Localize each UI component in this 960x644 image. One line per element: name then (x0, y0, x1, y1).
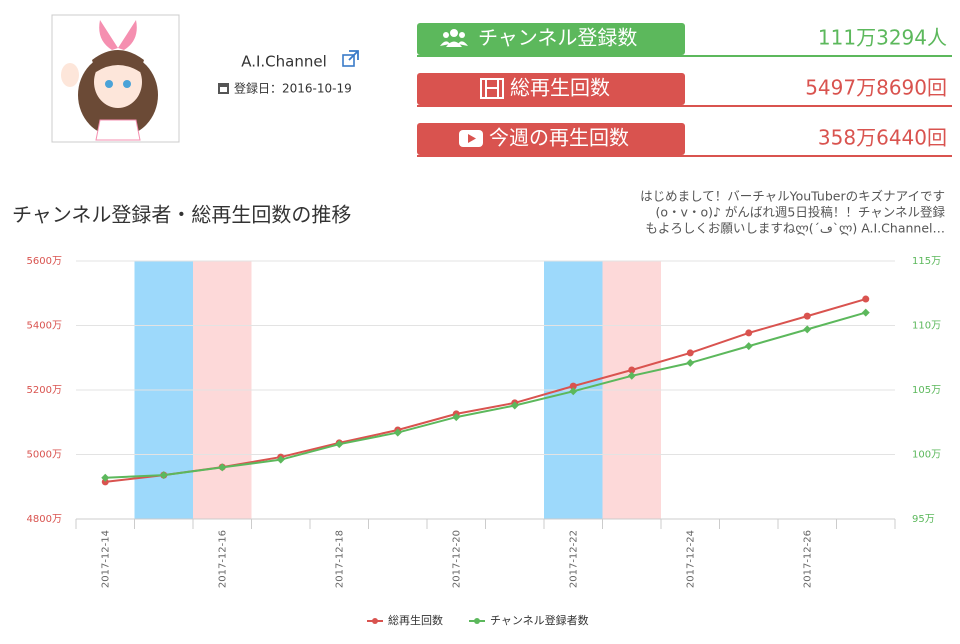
legend-marker (372, 618, 378, 624)
y2-tick-label: 100万 (912, 450, 941, 461)
point (159, 471, 168, 480)
point (218, 463, 227, 472)
legend-label: チャンネル登録者数 (490, 613, 589, 627)
x-tick-label: 2017-12-14 (100, 530, 111, 588)
point (393, 428, 402, 437)
description-line: はじめまして！バーチャルYouTuberのキズナアイです (640, 189, 945, 204)
stat-label: 総再生回数 (510, 76, 610, 100)
y2-tick-label: 105万 (912, 385, 941, 396)
y2-tick-label: 110万 (912, 321, 941, 332)
stat-label: チャンネル登録数 (478, 26, 637, 50)
plot: 4800万 5000万 5200万 5400万 5600万 95万 100万 105万 110万… (27, 256, 942, 627)
registered-date: 登録日：2016-10-19 (234, 81, 352, 96)
point (101, 473, 110, 482)
y-tick-label: 4800万 (27, 514, 62, 525)
y-tick-label: 5400万 (27, 321, 62, 332)
x-tick-label: 2017-12-20 (451, 530, 462, 588)
point (862, 295, 870, 303)
series-line (105, 311, 867, 479)
stat-weekly-views: 今週の再生回数 358万6440回 (417, 123, 952, 157)
y2-tick-label: 95万 (912, 514, 935, 525)
point (686, 349, 694, 357)
legend-marker (474, 618, 480, 624)
y-tick-label: 5600万 (27, 256, 62, 267)
avatar (51, 14, 180, 143)
point (627, 371, 636, 380)
point (803, 312, 811, 320)
point (510, 401, 519, 410)
description-line: (o・v・o)♪ がんばれ週5日投稿！！チャンネル登録 (656, 205, 946, 220)
y-tick-label: 5000万 (27, 450, 62, 461)
point (861, 308, 870, 317)
legend-label: 総再生回数 (388, 613, 443, 627)
point (745, 329, 753, 337)
x-tick-label: 2017-12-26 (802, 530, 813, 588)
x-tick-label: 2017-12-24 (685, 530, 696, 588)
stat-value: 5497万8690回 (805, 76, 947, 100)
stat-value: 111万3294人 (818, 26, 947, 50)
x-tick-label: 2017-12-16 (217, 530, 228, 588)
point (276, 455, 285, 464)
calendar-icon (218, 83, 229, 94)
point (101, 478, 109, 486)
point (452, 413, 461, 422)
point (686, 358, 695, 367)
point (569, 387, 578, 396)
stat-subscribers: チャンネル登録数 111万3294人 (417, 23, 952, 57)
point (744, 342, 753, 351)
x-tick-label: 2017-12-22 (568, 530, 579, 588)
stat-value: 358万6440回 (818, 126, 947, 150)
description-line: もよろしくお願いしますねლ(´ڡ`ლ) A.I.Channel… (645, 221, 945, 236)
x-tick-label: 2017-12-18 (334, 530, 345, 588)
point (335, 440, 344, 449)
point (569, 382, 577, 390)
chart-title: チャンネル登録者・総再生回数の推移 (12, 203, 351, 227)
stat-total-views: 総再生回数 5497万8690回 (417, 73, 952, 107)
point (803, 325, 812, 334)
point (628, 366, 636, 374)
y2-tick-label: 115万 (912, 256, 941, 267)
channel-name[interactable]: A.I.Channel (241, 53, 327, 71)
stat-label: 今週の再生回数 (489, 126, 629, 150)
external-link-icon[interactable] (342, 50, 359, 67)
y-tick-label: 5200万 (27, 385, 62, 396)
